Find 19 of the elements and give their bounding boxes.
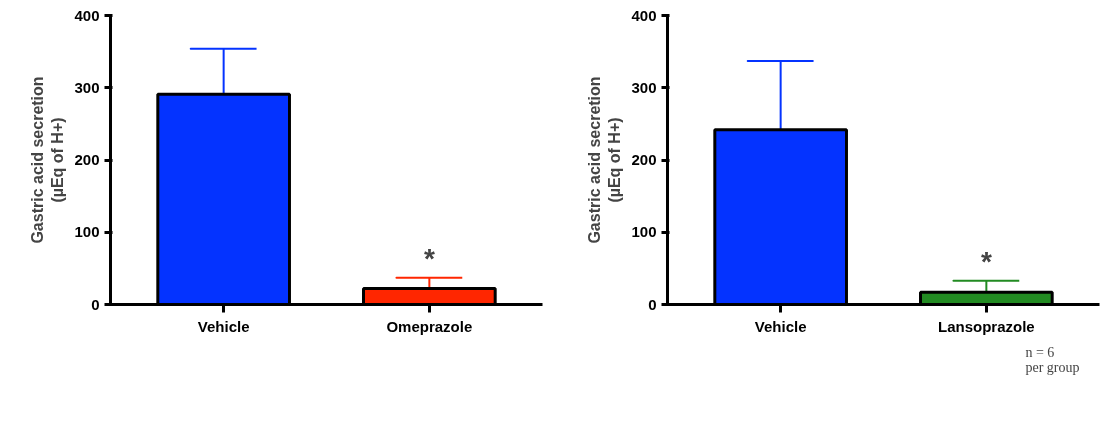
y-tick-label: 300 [631,78,657,96]
y-tick-label: 400 [631,6,657,24]
text: n = 6 per group [1025,344,1080,375]
y-tick-label: 100 [74,223,100,241]
y-tick-label: 300 [74,78,100,96]
y-tick-label: 100 [631,223,657,241]
y-tick-label: 0 [648,295,657,313]
y-tick-label: 400 [74,6,100,24]
y-tick-label: 0 [91,295,100,313]
x-tick-label: Vehicle [197,317,250,335]
y-axis-title: Gastric acid secretion (µEq of H+) [586,76,624,244]
y-tick-label: 200 [631,151,657,168]
x-tick-label: Lansoprazole [938,317,1035,335]
x-tick-label: Omeprazole [386,317,473,335]
annotation: * [423,242,435,274]
y-tick-label: 200 [74,151,100,168]
annotation: * [980,245,992,277]
y-axis-title: Gastric acid secretion (µEq of H+) [29,76,67,244]
x-tick-label: Vehicle [754,317,807,335]
